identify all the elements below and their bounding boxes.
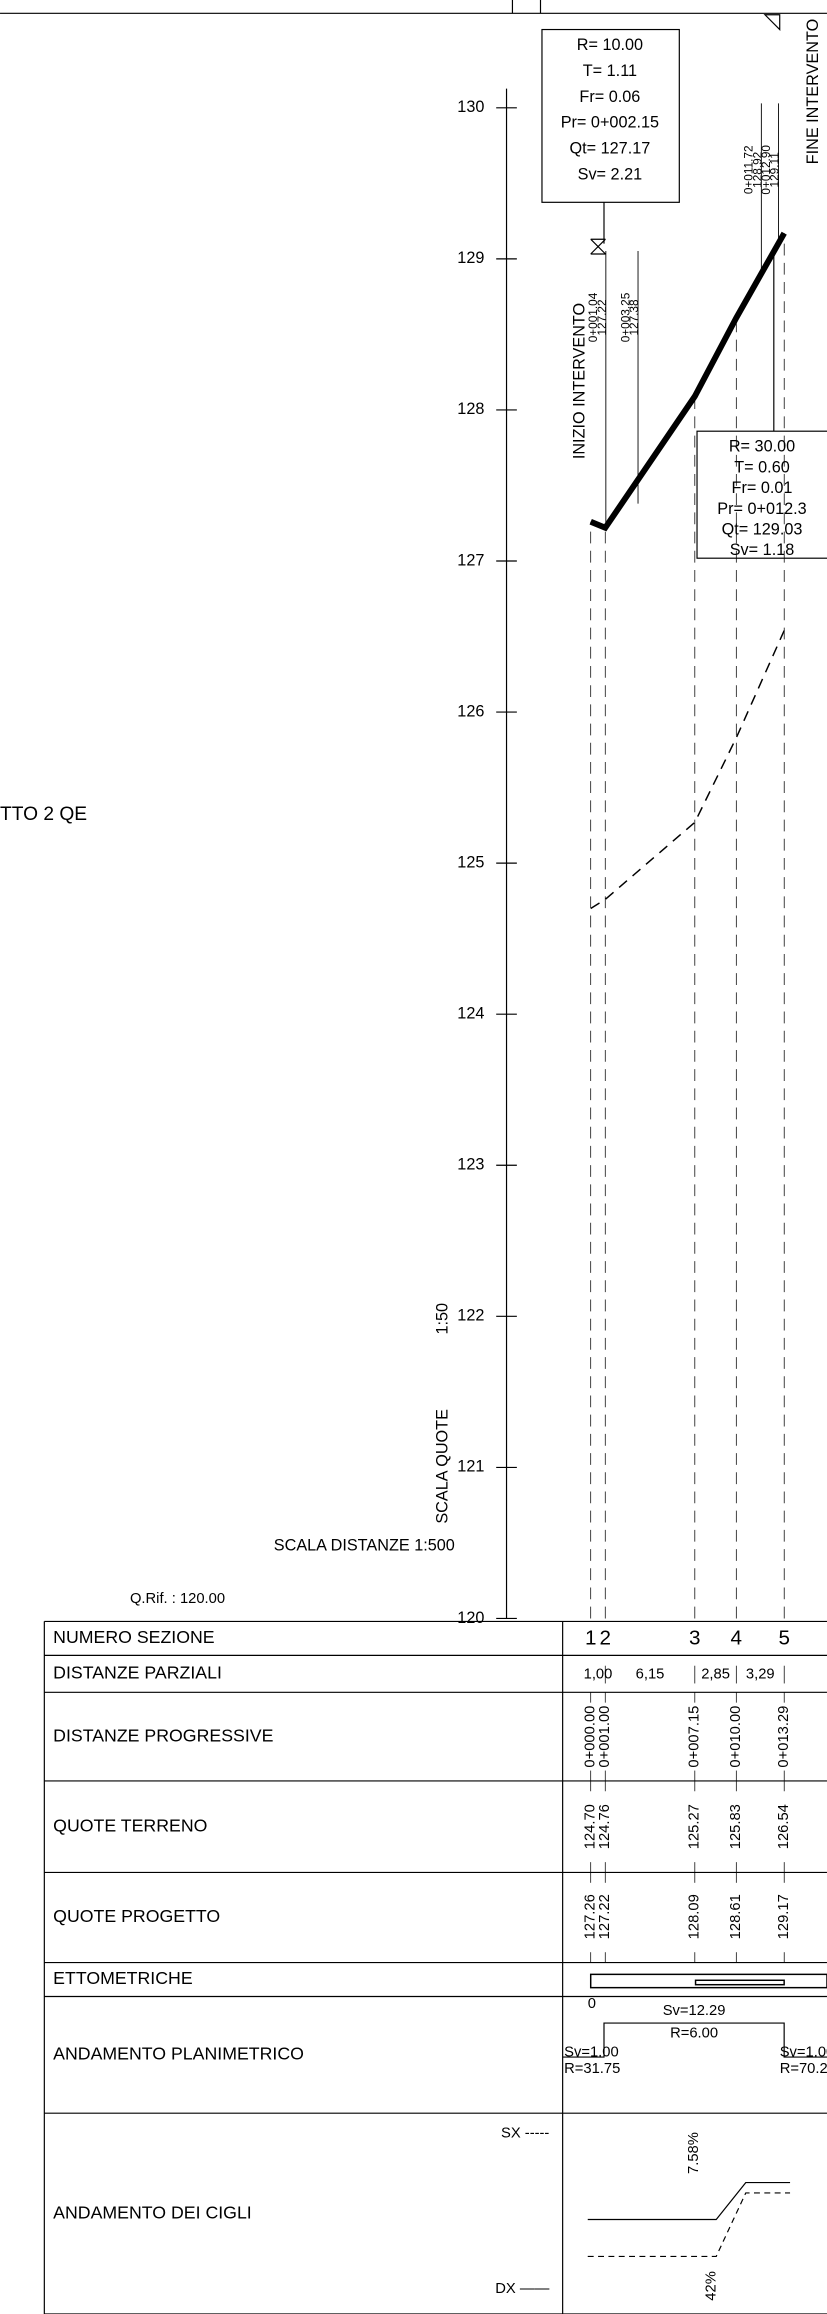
curve-line: T= 0.60 [734, 458, 790, 476]
curve-line: Fr= 0.01 [732, 479, 793, 497]
row-label: ANDAMENTO PLANIMETRICO [53, 2044, 304, 2064]
progressive-label: 0+013.29 [776, 1706, 792, 1768]
plan-left: R=31.75 [564, 2061, 620, 2077]
y-tick-label: 121 [457, 1458, 484, 1476]
start-marker [590, 238, 606, 255]
design-label: 127.22 [597, 1894, 613, 1939]
station-label: 0+012.90 [759, 145, 773, 195]
curve-line: Sv= 2.21 [578, 165, 643, 183]
ground-line [590, 630, 785, 910]
curve-line: Fr= 0.06 [579, 88, 640, 106]
section-number: 5 [778, 1627, 790, 1650]
partial-label: 1,00 [584, 1666, 613, 1682]
cigli-lower: 42% [704, 2271, 720, 2301]
scale-distances: SCALA DISTANZE 1:500 [274, 1536, 455, 1554]
design-line [589, 231, 787, 532]
end-label: FINE INTERVENTO [804, 19, 822, 165]
cigli-sx-line [587, 2192, 791, 2257]
plan-right: R=70.25 [780, 2061, 827, 2077]
design-label: 128.61 [728, 1894, 744, 1939]
cigli-dx-line [587, 2181, 791, 2221]
y-tick-label: 122 [457, 1307, 484, 1325]
ground-label: 125.27 [687, 1804, 703, 1849]
curve-box [541, 28, 680, 203]
scale-heights: SCALA QUOTE [433, 1409, 451, 1524]
curve-line: Qt= 127.17 [570, 139, 651, 157]
progressive-label: 0+000.00 [583, 1706, 599, 1768]
progressive-label: 0+007.15 [687, 1706, 703, 1768]
end-marker [763, 14, 781, 31]
plan-right: Sv=1.00 [780, 2045, 827, 2061]
curve-line: Pr= 0+002.15 [561, 114, 659, 132]
row-label: QUOTE TERRENO [53, 1815, 207, 1835]
y-tick-label: 123 [457, 1156, 484, 1174]
curve-line: R= 30.00 [729, 438, 795, 456]
hectometric-label: 0 [588, 1996, 596, 2012]
plan-line [562, 2022, 827, 2058]
design-label: 128.09 [687, 1894, 703, 1939]
curve-line: R= 10.00 [577, 36, 643, 54]
row-label: DISTANZE PARZIALI [53, 1663, 222, 1683]
station-label: 0+001.04 [586, 292, 600, 342]
ground-label: 125.83 [728, 1804, 744, 1849]
y-tick-label: 120 [457, 1609, 484, 1627]
row-label: ETTOMETRICHE [53, 1968, 193, 1988]
design-label: 127.26 [583, 1894, 599, 1939]
top-frame [0, 0, 827, 14]
station-label: 0+011.72 [742, 145, 756, 194]
y-tick-label: 124 [457, 1004, 484, 1022]
ground-label: 124.76 [597, 1804, 613, 1849]
scale-heights-ratio: 1:50 [433, 1303, 451, 1335]
table-frame [43, 1621, 564, 2314]
row-label: ANDAMENTO DEI CIGLI [53, 2202, 252, 2222]
curve-line: Pr= 0+012.3 [717, 500, 806, 518]
section-number: 1 [585, 1627, 597, 1650]
section-number: 4 [731, 1627, 743, 1650]
cigli-upper: 7.58% [686, 2132, 702, 2174]
station-label: 0+003.25 [618, 292, 632, 342]
curve-line: Qt= 129.03 [722, 520, 803, 538]
elevation-label: 129.11 [768, 152, 782, 187]
partial-label: 6,15 [636, 1666, 665, 1682]
section-number: 2 [600, 1627, 612, 1650]
row-label: DISTANZE PROGRESSIVE [53, 1725, 273, 1745]
hectometric-gap [694, 1979, 785, 1986]
plan-top: Sv=12.29 [663, 2003, 726, 2019]
design-label: 129.17 [776, 1894, 792, 1939]
reference: Q.Rif. : 120.00 [130, 1591, 225, 1607]
curve-line: T= 1.11 [583, 62, 637, 80]
cigli-sx: SX ----- [501, 2126, 549, 2142]
elevation-label: 128.92 [751, 152, 765, 188]
curve-box [696, 430, 827, 559]
left-note: TTO 2 QE [0, 804, 87, 825]
y-tick-label: 127 [457, 551, 484, 569]
row-label: NUMERO SEZIONE [53, 1627, 215, 1647]
markers [590, 14, 781, 255]
row-label: QUOTE PROGETTO [53, 1906, 220, 1926]
cigli-dx: DX —— [495, 2281, 549, 2297]
plan-radius: R=6.00 [670, 2025, 718, 2041]
section-number: 3 [689, 1627, 701, 1650]
partial-label: 2,85 [701, 1666, 730, 1682]
plan-left: Sv=1.00 [564, 2045, 619, 2061]
y-tick-label: 130 [457, 98, 484, 116]
progressive-label: 0+001.00 [597, 1706, 613, 1768]
curve-line: Sv= 1.18 [730, 541, 795, 559]
y-tick-label: 129 [457, 249, 484, 267]
elevation-label: 127.38 [627, 299, 641, 336]
y-tick-label: 125 [457, 853, 484, 871]
progressive-label: 0+010.00 [728, 1706, 744, 1768]
y-tick-label: 126 [457, 702, 484, 720]
y-tick-label: 128 [457, 400, 484, 418]
partial-label: 3,29 [746, 1666, 775, 1682]
ground-label: 126.54 [776, 1804, 792, 1849]
ground-label: 124.70 [583, 1804, 599, 1849]
elevation-label: 127.22 [595, 299, 609, 335]
start-label: INIZIO INTERVENTO [571, 303, 589, 459]
